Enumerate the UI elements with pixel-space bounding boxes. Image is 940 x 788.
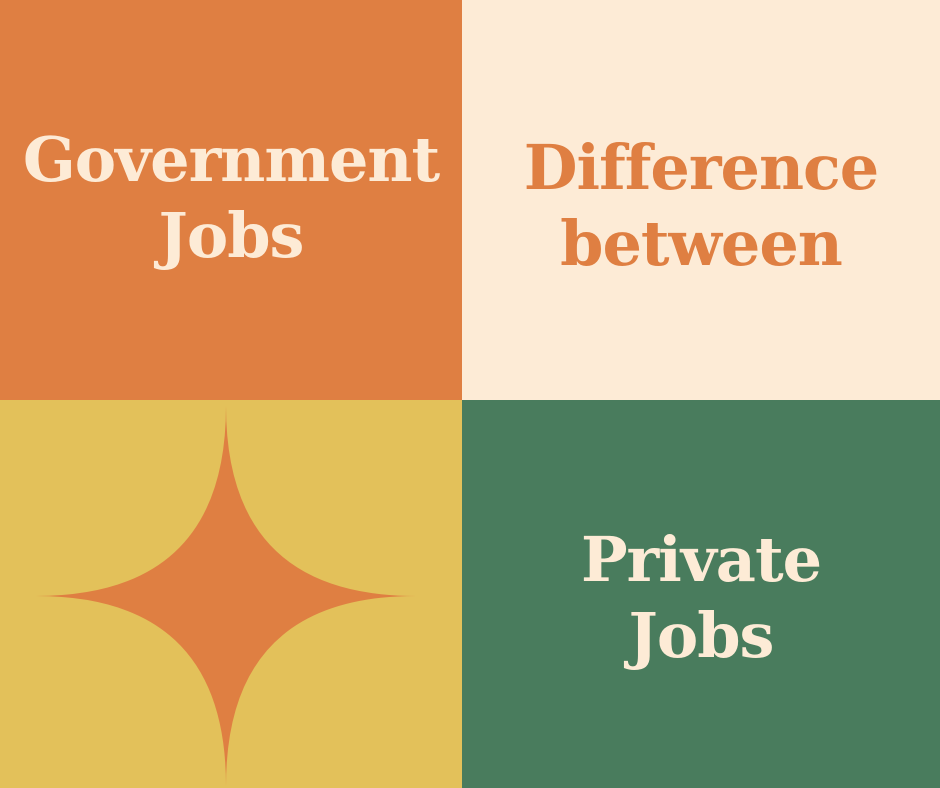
private-jobs-line-1: Private [580,523,822,596]
four-point-star-icon [36,406,416,786]
government-jobs-panel: Government Jobs [0,0,462,400]
private-jobs-panel: Private Jobs [462,400,940,788]
difference-between-heading: Difference between [524,130,879,282]
star-panel [0,400,462,788]
difference-between-line-1: Difference [523,131,879,204]
government-jobs-heading: Government Jobs [22,122,440,274]
government-jobs-line-2: Jobs [158,199,305,272]
private-jobs-line-2: Jobs [628,599,775,672]
difference-between-panel: Difference between [462,0,940,400]
difference-between-line-2: between [560,207,843,280]
government-jobs-line-1: Government [22,123,440,196]
private-jobs-heading: Private Jobs [580,522,822,674]
star-shape [36,406,416,786]
